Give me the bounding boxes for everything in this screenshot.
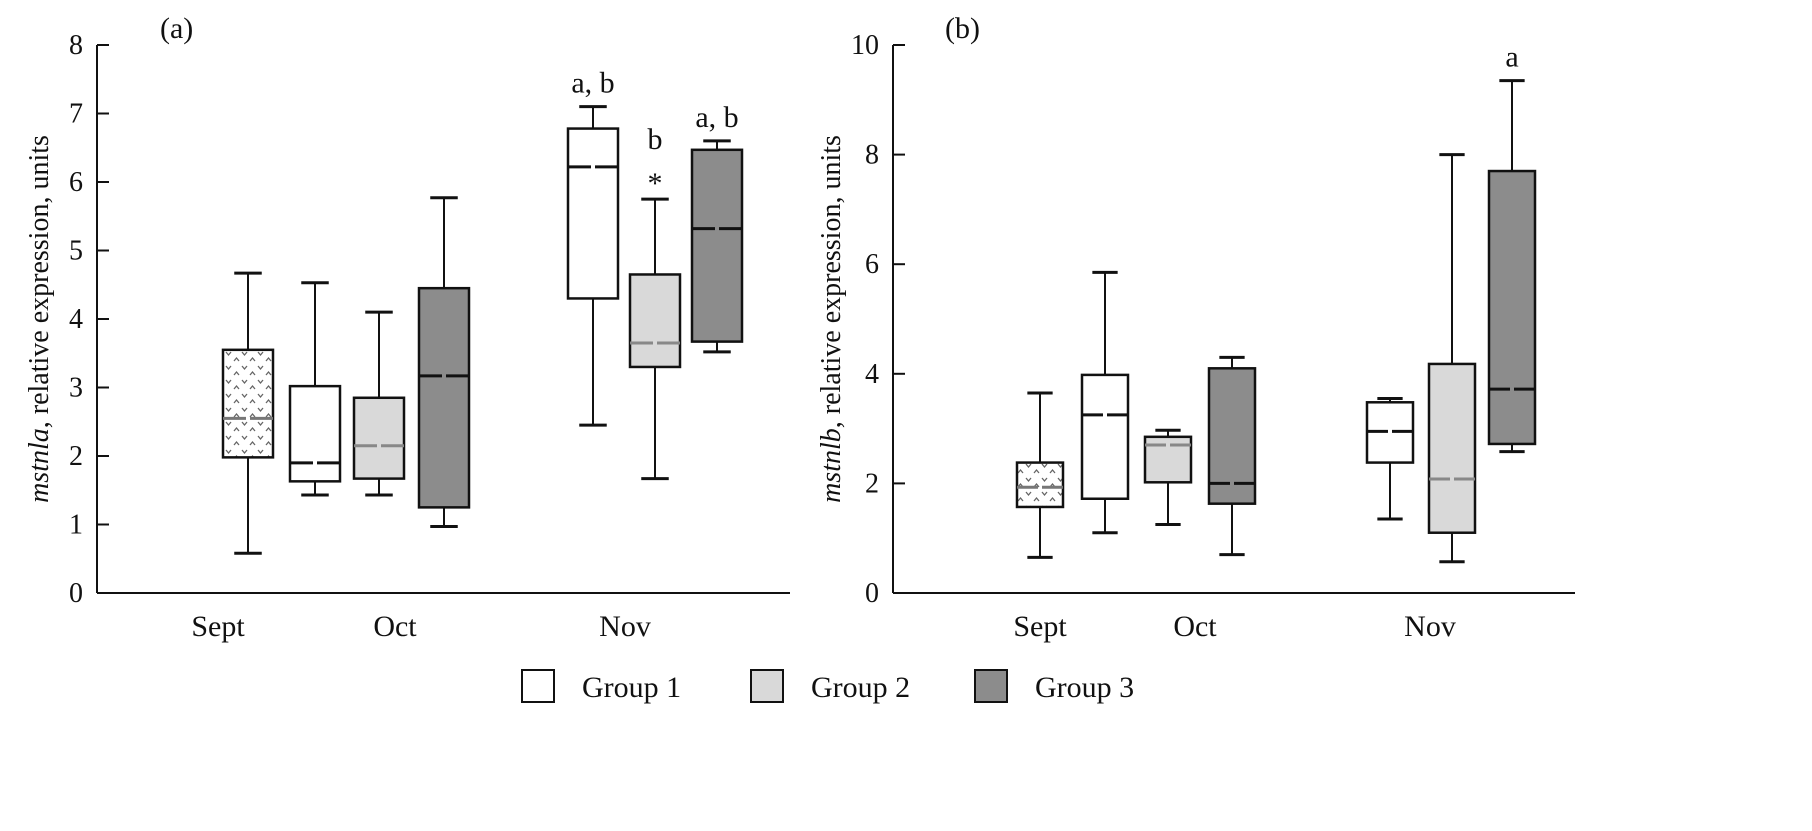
- box-oct-group-1: [1080, 270, 1130, 535]
- y-tick-label: 10: [851, 30, 879, 61]
- panel-label: (a): [160, 12, 193, 45]
- legend-swatch-group-3: [974, 669, 1008, 703]
- box-nov-group-1: [1365, 396, 1415, 521]
- box-iqr: [1080, 373, 1130, 500]
- box-sept-baseline: [1015, 391, 1065, 559]
- box-oct-group-3: [1207, 355, 1257, 557]
- legend: Group 1 Group 2 Group 3: [521, 669, 1134, 704]
- box-nov-group-2: *b: [628, 123, 682, 481]
- y-tick-label: 2: [69, 441, 83, 472]
- box-iqr: [221, 348, 275, 459]
- panel-b: 0 2 4 6 8 10 Sept Oct Nov (b) mstnlb, relative exp…: [816, 12, 1575, 643]
- legend-label-group-2: Group 2: [811, 671, 910, 704]
- box-oct-group-2: [352, 310, 406, 497]
- y-tick-label: 4: [865, 359, 879, 390]
- significance-label: a, b: [571, 67, 614, 100]
- significance-label: a, b: [695, 101, 738, 134]
- legend-swatch-group-1: [521, 669, 555, 703]
- y-axis-label: mstnlb, relative expression, units: [816, 135, 847, 503]
- y-tick-label: 1: [69, 510, 83, 541]
- y-tick-label: 8: [69, 30, 83, 61]
- x-tick-label: Oct: [1173, 610, 1217, 643]
- y-tick-label: 0: [69, 578, 83, 609]
- box-iqr: [690, 148, 744, 343]
- box-sept-baseline: [221, 271, 275, 555]
- x-tick-label: Nov: [1404, 610, 1456, 643]
- x-tick-label: Oct: [373, 610, 417, 643]
- panel-label: (b): [945, 12, 980, 45]
- y-tick-label: 7: [69, 99, 83, 130]
- box-nov-group-1: a, b: [566, 67, 620, 427]
- box-iqr: [1015, 461, 1065, 509]
- x-tick-label: Nov: [599, 610, 651, 643]
- legend-swatch-group-2: [750, 669, 784, 703]
- box-iqr: [1427, 362, 1477, 534]
- legend-label-group-3: Group 3: [1035, 671, 1134, 704]
- box-iqr: [417, 286, 471, 509]
- box-nov-group-3: a: [1487, 41, 1537, 454]
- significance-marker: *: [648, 167, 663, 200]
- x-tick-label: Sept: [1013, 610, 1067, 643]
- box-nov-group-3: a, b: [690, 101, 744, 354]
- box-iqr: [1487, 169, 1537, 446]
- y-tick-label: 2: [865, 468, 879, 499]
- box-oct-group-3: [417, 196, 471, 529]
- y-tick-label: 5: [69, 236, 83, 267]
- y-tick-label: 6: [69, 167, 83, 198]
- y-axis-label-gene: mstnla: [24, 428, 55, 503]
- x-tick-label: Sept: [191, 610, 245, 643]
- y-axis-label-text: , relative expression, units: [816, 135, 847, 428]
- box-nov-group-2: [1427, 153, 1477, 564]
- y-tick-label: 6: [865, 249, 879, 280]
- y-axis-label-text: , relative expression, units: [24, 135, 55, 428]
- y-tick-label: 8: [865, 140, 879, 171]
- box-iqr: [288, 384, 342, 483]
- box-oct-group-1: [288, 281, 342, 497]
- y-tick-label: 0: [865, 578, 879, 609]
- box-iqr: [566, 127, 620, 300]
- significance-label: a: [1505, 41, 1518, 74]
- legend-label-group-1: Group 1: [582, 671, 681, 704]
- box-oct-group-2: [1143, 428, 1193, 526]
- box-iqr: [628, 273, 682, 369]
- y-axis-label-gene: mstnlb: [816, 428, 847, 503]
- significance-label: b: [648, 123, 663, 156]
- y-tick-label: 4: [69, 304, 83, 335]
- y-axis-label: mstnla, relative expression, units: [24, 135, 55, 503]
- box-iqr: [352, 396, 406, 480]
- y-tick-label: 3: [69, 373, 83, 404]
- box-iqr: [1207, 367, 1257, 505]
- panel-a: 0 1 2 3 4 5 6 7 8 Sept Oct Nov (a) mstnla, relative e…: [24, 12, 790, 643]
